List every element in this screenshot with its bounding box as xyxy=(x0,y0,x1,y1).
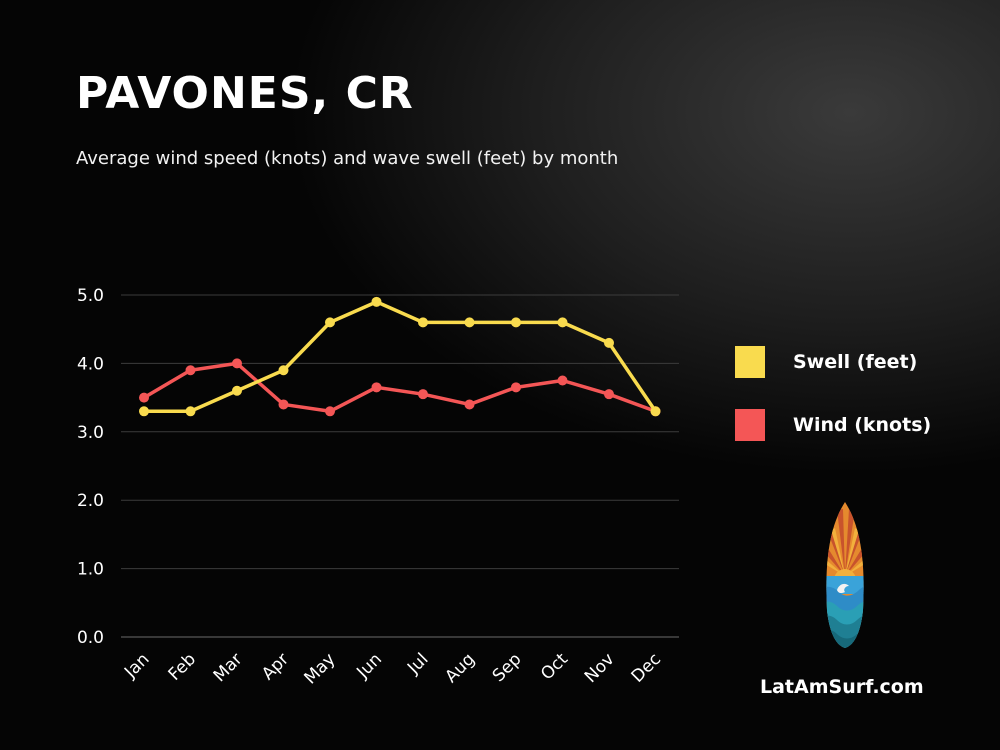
y-tick-label: 3.0 xyxy=(77,423,104,443)
data-point-swell xyxy=(557,317,568,328)
legend-swatch-swell xyxy=(735,346,765,378)
data-point-wind xyxy=(139,392,149,403)
legend-label-swell: Swell (feet) xyxy=(793,351,918,373)
data-point-swell xyxy=(604,337,614,348)
data-point-swell xyxy=(464,317,475,328)
x-tick-label: Nov xyxy=(581,649,619,687)
series-line-swell xyxy=(142,300,658,414)
data-point-swell xyxy=(278,365,289,376)
x-tick-label: Jul xyxy=(403,649,432,678)
legend-item-swell: Swell (feet) xyxy=(735,346,917,378)
x-tick-label: Jun xyxy=(352,649,386,683)
x-tick-label: Feb xyxy=(165,649,200,684)
data-point-swell xyxy=(650,406,661,417)
data-point-wind xyxy=(185,365,196,376)
x-tick-label: May xyxy=(301,649,340,688)
y-tick-label: 4.0 xyxy=(77,354,104,374)
data-point-wind xyxy=(418,389,428,400)
x-tick-label: Dec xyxy=(628,649,665,686)
x-tick-label: Mar xyxy=(210,649,247,686)
legend-swatch-wind xyxy=(735,409,765,441)
data-point-wind xyxy=(464,399,475,410)
data-point-swell xyxy=(371,296,382,307)
brand-website: LatAmSurf.com xyxy=(760,676,924,698)
data-point-wind xyxy=(325,406,335,417)
data-point-wind xyxy=(232,358,242,369)
page-title: PAVONES, CR xyxy=(76,68,414,119)
surfboard-logo-icon xyxy=(826,502,864,648)
data-point-swell xyxy=(139,406,149,417)
x-tick-label: Sep xyxy=(489,649,526,686)
x-tick-label: Jan xyxy=(120,649,153,682)
y-tick-label: 2.0 xyxy=(77,491,104,511)
data-point-swell xyxy=(511,317,521,328)
data-point-wind xyxy=(604,389,614,400)
x-tick-label: Aug xyxy=(441,649,479,687)
data-point-swell xyxy=(232,385,242,396)
x-tick-label: Oct xyxy=(537,649,572,684)
data-point-wind xyxy=(557,375,568,386)
legend-item-wind: Wind (knots) xyxy=(735,409,931,441)
series-line-wind xyxy=(142,361,658,414)
data-point-wind xyxy=(371,382,382,393)
legend-label-wind: Wind (knots) xyxy=(793,414,932,436)
y-tick-label: 1.0 xyxy=(77,560,104,580)
page-subtitle: Average wind speed (knots) and wave swel… xyxy=(76,148,619,169)
y-tick-label: 5.0 xyxy=(77,286,104,306)
data-point-wind xyxy=(511,382,521,393)
data-point-wind xyxy=(278,399,289,410)
data-point-swell xyxy=(325,317,335,328)
data-point-swell xyxy=(418,317,428,328)
y-tick-label: 0.0 xyxy=(77,628,104,648)
data-point-swell xyxy=(185,406,196,417)
x-tick-label: Apr xyxy=(258,649,293,684)
